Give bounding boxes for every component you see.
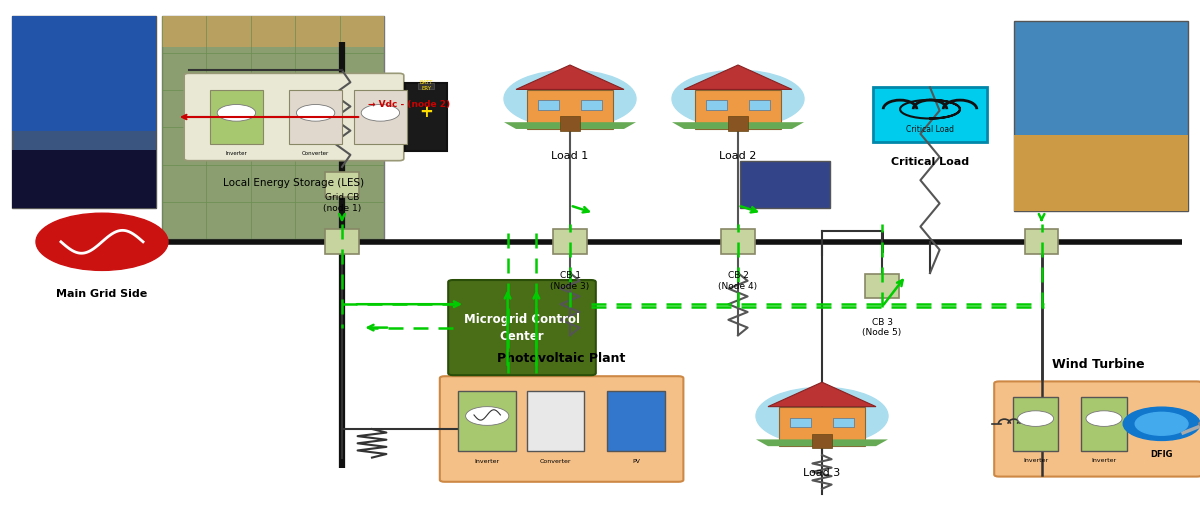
Polygon shape: [768, 382, 876, 407]
Bar: [581, 100, 602, 110]
Bar: [538, 100, 559, 110]
Text: Wind Turbine: Wind Turbine: [1051, 358, 1145, 371]
Text: CB 2
(Node 4): CB 2 (Node 4): [719, 271, 757, 291]
Text: Main Grid Side: Main Grid Side: [56, 289, 148, 298]
Bar: [1014, 21, 1188, 211]
Text: Load 1: Load 1: [551, 151, 589, 161]
Circle shape: [672, 70, 804, 127]
Circle shape: [296, 105, 335, 121]
Bar: [812, 434, 832, 448]
Text: Inverter: Inverter: [475, 459, 499, 464]
Bar: [1025, 229, 1058, 254]
Bar: [607, 391, 665, 451]
Bar: [458, 391, 516, 451]
Text: Converter: Converter: [540, 459, 571, 464]
Text: BATT
ERY: BATT ERY: [419, 81, 433, 91]
Text: Converter: Converter: [302, 151, 329, 156]
Bar: [790, 418, 811, 427]
Text: Local Energy Storage (LES): Local Energy Storage (LES): [223, 178, 365, 188]
Circle shape: [1135, 412, 1188, 435]
Bar: [1013, 397, 1058, 451]
Text: Load 3: Load 3: [803, 468, 841, 478]
Bar: [354, 90, 407, 145]
Bar: [527, 391, 584, 451]
Text: → Vdc - (node 2): → Vdc - (node 2): [368, 100, 450, 109]
Circle shape: [756, 387, 888, 445]
Bar: [289, 90, 342, 145]
FancyBboxPatch shape: [995, 382, 1200, 476]
Bar: [1014, 135, 1188, 211]
FancyBboxPatch shape: [440, 376, 684, 482]
Text: +: +: [419, 103, 433, 121]
Text: PV: PV: [632, 459, 640, 464]
Circle shape: [1123, 407, 1200, 440]
Text: Inverter: Inverter: [226, 151, 247, 156]
Text: Critical Load: Critical Load: [906, 125, 954, 144]
Bar: [779, 407, 865, 446]
Bar: [527, 89, 613, 129]
Bar: [325, 172, 359, 197]
Bar: [553, 229, 587, 254]
Bar: [210, 90, 263, 145]
Text: Load 2: Load 2: [719, 151, 757, 161]
Text: Microgrid Control
Center: Microgrid Control Center: [464, 313, 580, 343]
Text: Grid CB
(node 1): Grid CB (node 1): [323, 193, 361, 213]
Text: DFIG: DFIG: [1151, 450, 1172, 459]
Text: Critical Load: Critical Load: [890, 157, 970, 167]
Bar: [721, 229, 755, 254]
FancyBboxPatch shape: [449, 280, 595, 375]
Bar: [1081, 397, 1127, 451]
Circle shape: [36, 213, 168, 270]
Circle shape: [504, 70, 636, 127]
Polygon shape: [756, 439, 888, 446]
Bar: [706, 100, 727, 110]
Bar: [695, 89, 781, 129]
Bar: [12, 16, 156, 131]
Text: Photovoltaic Plant: Photovoltaic Plant: [498, 353, 625, 366]
Bar: [325, 229, 359, 254]
Bar: [404, 83, 446, 151]
Circle shape: [466, 407, 509, 425]
Text: Inverter: Inverter: [1024, 458, 1048, 463]
Polygon shape: [672, 122, 804, 129]
Circle shape: [1086, 411, 1122, 426]
Text: Inverter: Inverter: [1092, 458, 1116, 463]
Bar: [740, 161, 830, 208]
FancyBboxPatch shape: [185, 73, 403, 161]
Polygon shape: [516, 65, 624, 89]
Bar: [418, 83, 434, 89]
Bar: [865, 274, 899, 298]
Bar: [749, 100, 770, 110]
Bar: [162, 16, 384, 239]
Circle shape: [1018, 411, 1054, 426]
Bar: [874, 87, 986, 142]
Bar: [560, 116, 580, 131]
Text: CB 1
(Node 3): CB 1 (Node 3): [551, 271, 589, 291]
Circle shape: [361, 105, 400, 121]
Bar: [728, 116, 748, 131]
Bar: [833, 418, 854, 427]
Bar: [12, 150, 156, 208]
Circle shape: [217, 105, 256, 121]
Bar: [162, 16, 384, 47]
Bar: [12, 16, 156, 208]
Text: CB 3
(Node 5): CB 3 (Node 5): [863, 318, 901, 337]
Polygon shape: [684, 65, 792, 89]
Polygon shape: [504, 122, 636, 129]
